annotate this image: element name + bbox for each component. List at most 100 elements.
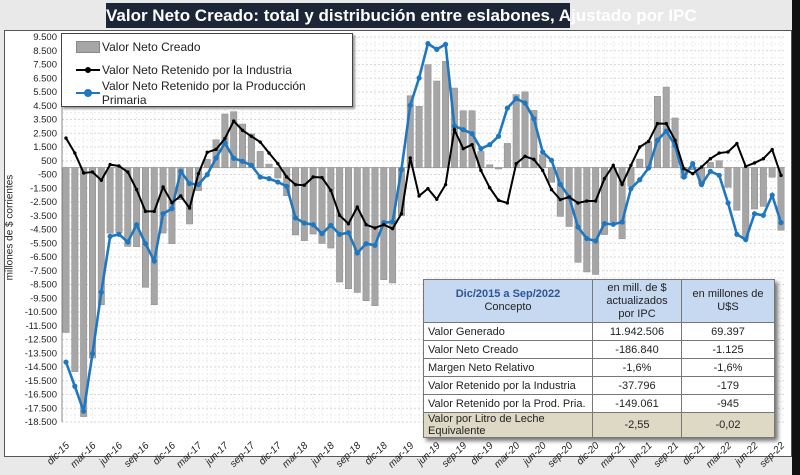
data-point-industria [223, 136, 227, 141]
bar [141, 167, 149, 288]
bar [300, 167, 308, 241]
bar [442, 61, 450, 168]
data-point-produccion [690, 161, 696, 167]
window-edge [792, 0, 800, 475]
data-point-industria [567, 195, 571, 199]
y-tick-label: -2.500 [30, 197, 57, 208]
data-point-produccion [98, 289, 104, 295]
y-tick-label: 1.500 [33, 142, 57, 153]
data-point-produccion [495, 133, 502, 139]
y-tick-label: -16.500 [25, 390, 57, 401]
data-point-industria [708, 156, 713, 161]
y-tick-label: -5.500 [30, 238, 57, 249]
table-row: Valor por Litro de Leche Equivalente -2,5… [423, 412, 775, 438]
data-point-produccion [142, 241, 149, 247]
bar [247, 133, 255, 168]
data-point-produccion [275, 179, 281, 185]
data-point-produccion [601, 220, 608, 227]
bar [327, 167, 335, 249]
data-point-industria [284, 175, 289, 179]
data-point-industria [664, 121, 668, 126]
data-point-industria [540, 168, 545, 173]
y-tick-label: -8.500 [30, 280, 57, 291]
data-point-industria [108, 162, 112, 167]
data-point-produccion [116, 231, 122, 237]
bar [159, 167, 167, 234]
y-tick-label: -4.500 [30, 225, 57, 236]
bar [230, 111, 238, 168]
data-point-produccion [398, 167, 405, 173]
data-point-industria [73, 151, 77, 155]
data-point-industria [179, 194, 183, 198]
table-row: Margen Neto Relativo -1,6% -1,6% [423, 358, 775, 377]
data-point-produccion [769, 192, 775, 198]
x-tick-label: mar-17 [174, 440, 204, 470]
bar [636, 158, 644, 168]
data-point-produccion [778, 220, 784, 226]
data-point-produccion [531, 116, 537, 122]
bar [345, 167, 352, 290]
y-tick-label: -11.500 [25, 321, 57, 332]
y-tick-label: -15.500 [25, 376, 57, 387]
bar [265, 163, 273, 168]
data-point-produccion [513, 96, 519, 102]
row-value-ars: -149.061 [592, 394, 682, 413]
data-point-industria [214, 147, 218, 152]
data-point-industria [329, 188, 333, 193]
data-point-produccion [469, 131, 475, 137]
x-tick-label: mar-20 [492, 440, 522, 470]
data-point-produccion [186, 180, 193, 187]
x-tick-label: jun-18 [308, 440, 337, 469]
data-point-produccion [134, 222, 140, 228]
data-point-produccion [407, 102, 413, 108]
table-row: Valor Retenido por la Prod. Pria. -149.06… [423, 394, 775, 413]
data-point-industria [170, 200, 174, 205]
data-point-industria [408, 156, 412, 160]
row-label: Valor por Litro de Leche Equivalente [423, 412, 593, 438]
data-point-produccion [460, 127, 466, 133]
data-point-produccion [751, 211, 758, 217]
row-value-ars: -2,55 [592, 412, 682, 438]
y-tick-label: 6.500 [33, 73, 57, 84]
bar [662, 86, 670, 168]
data-point-produccion [125, 239, 131, 245]
data-point-industria [435, 197, 439, 201]
data-point-industria [126, 170, 130, 174]
row-label: Valor Retenido por la Prod. Pria. [423, 394, 593, 413]
row-value-usd: -945 [681, 394, 775, 413]
bar [601, 167, 608, 235]
bar [362, 167, 370, 301]
legend-item-valor-neto-creado: Valor Neto Creado [76, 38, 201, 56]
data-point-produccion [707, 168, 713, 174]
data-point-industria [293, 182, 298, 187]
bar [548, 167, 555, 183]
bar [503, 143, 511, 168]
data-point-industria [382, 222, 386, 227]
data-point-industria [117, 164, 121, 168]
bar [521, 91, 529, 168]
data-point-produccion [63, 359, 69, 365]
bar [777, 167, 785, 231]
data-point-produccion [610, 221, 616, 227]
bar [318, 167, 326, 244]
bar-swatch-icon [76, 41, 100, 53]
data-point-industria [267, 151, 271, 155]
row-label: Valor Generado [423, 322, 593, 341]
table-row: Valor Retenido por la Industria -37.796 -1… [423, 376, 775, 395]
bar [274, 167, 282, 179]
data-point-produccion [319, 231, 325, 237]
data-point-industria [514, 161, 518, 166]
data-point-produccion [540, 149, 546, 155]
y-tick-label: -18.500 [25, 417, 57, 428]
x-tick-label: mar-21 [598, 440, 628, 470]
data-point-produccion [478, 146, 484, 152]
summary-table: Dic/2015 a Sep/2022 Concepto en mill. de … [423, 279, 775, 438]
data-point-produccion [760, 212, 766, 218]
bar [618, 167, 626, 240]
data-point-industria [558, 197, 563, 202]
row-value-ars: -186.840 [592, 340, 682, 359]
bar [751, 167, 758, 210]
y-tick-label: 3.500 [33, 115, 57, 126]
x-tick-label: sep-16 [122, 440, 152, 470]
data-point-industria [426, 186, 430, 191]
